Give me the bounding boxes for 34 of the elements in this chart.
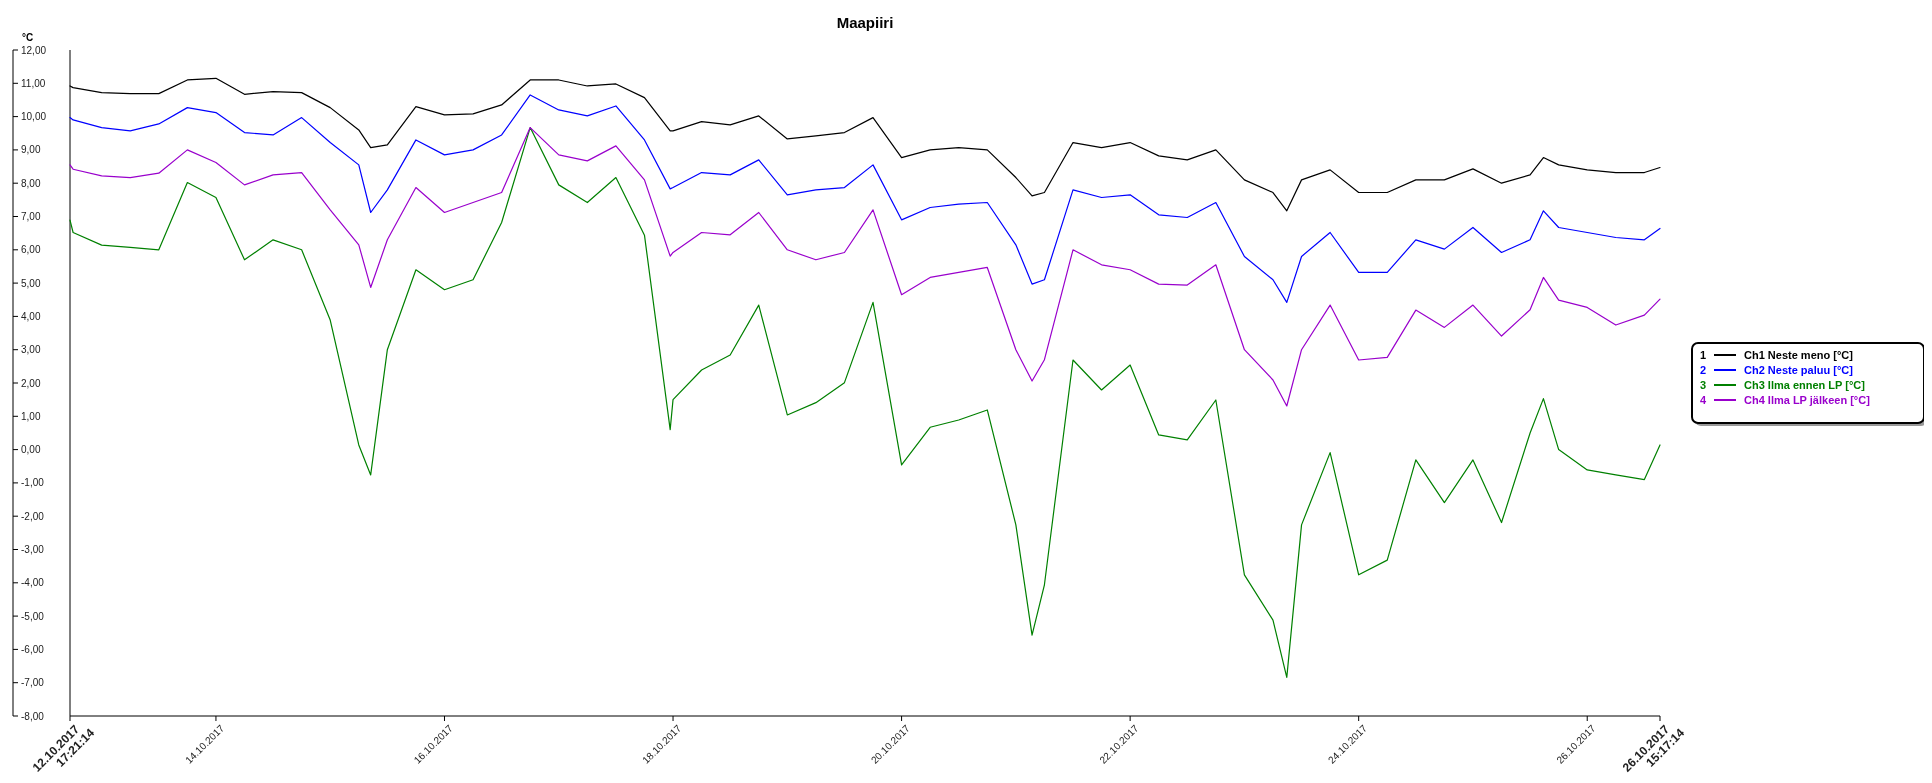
y-tick-label: -3,00 [21,544,45,555]
text: 4 [1700,394,1707,406]
text: 3 [1700,379,1707,391]
line-series [69,94,1661,304]
y-tick-label: -6,00 [21,643,45,655]
y-tick-label: -8,00 [21,710,45,722]
y-tick-label: 10,00 [21,111,47,123]
y-tick-label: -5,00 [21,610,45,622]
y-axis-title: °C [22,32,34,43]
y-tick-label: 6,00 [21,244,41,256]
line-series [69,126,1661,678]
y-tick-label: 11,00 [21,77,46,89]
line-series [69,126,1661,407]
y-tick-label: -1,00 [21,477,45,489]
y-tick-label: 12,00 [21,44,47,56]
y-tick-label: 3,00 [21,344,41,356]
legend-label: Ch4 Ilma LP jälkeen [°C] [1744,394,1871,406]
y-tick-label: 8,00 [21,177,41,189]
y-tick-label: 4,00 [21,310,41,322]
y-tick-label: 2,00 [21,377,41,389]
legend-label: Ch3 Ilma ennen LP [°C] [1744,379,1866,391]
y-tick-label: -4,00 [21,577,45,589]
y-tick-label: 7,00 [21,211,41,222]
y-tick-label: 9,00 [21,144,41,156]
legend-label: Ch2 Neste paluu [°C] [1744,364,1854,376]
legend-label: Ch1 Neste meno [°C] [1744,349,1854,361]
text: 2 [1700,364,1707,376]
y-tick-label: 5,00 [21,277,41,289]
y-tick-label: 1,00 [21,410,41,422]
text: 1 [1700,349,1707,361]
chart-title: Maapiiri [836,14,894,31]
y-tick-label: -7,00 [21,677,45,689]
y-tick-label: 0,00 [21,444,41,456]
y-tick-label: -2,00 [21,510,45,522]
